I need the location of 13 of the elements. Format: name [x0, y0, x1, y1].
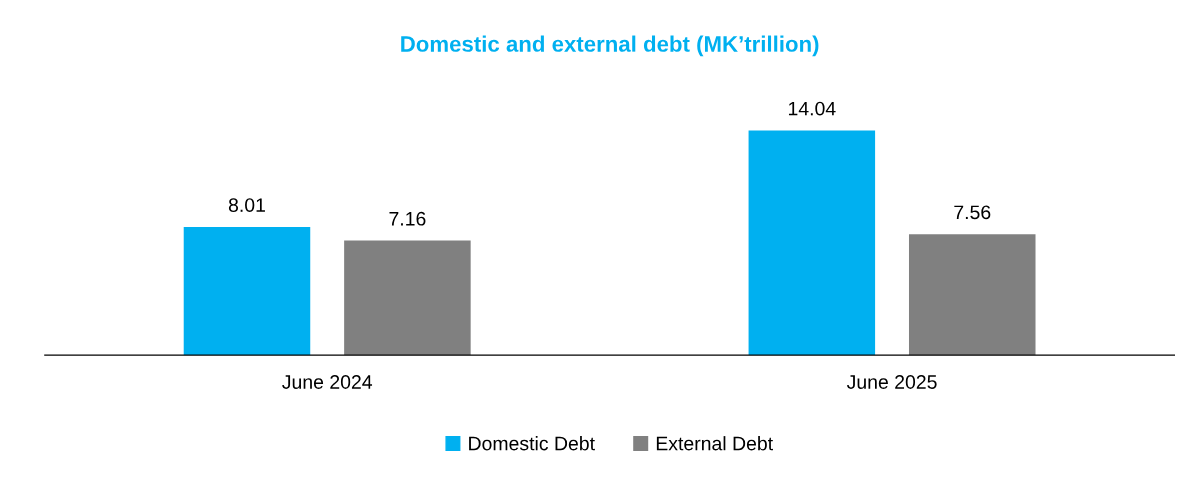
- data-label: 7.16: [389, 211, 426, 226]
- x-tick-label: June 2024: [282, 375, 373, 389]
- chart-title: Domestic and external debt (MK’trillion): [401, 35, 819, 57]
- data-label: 8.01: [228, 198, 265, 213]
- bar: [344, 240, 471, 356]
- bar: [183, 226, 311, 356]
- data-label: 14.04: [788, 101, 836, 116]
- legend-label: External Debt: [656, 436, 773, 451]
- data-label: 7.56: [954, 205, 991, 220]
- bar: [748, 130, 876, 356]
- bar: [908, 234, 1036, 356]
- x-tick-label: June 2025: [846, 375, 937, 389]
- legend-label: Domestic Debt: [469, 436, 595, 451]
